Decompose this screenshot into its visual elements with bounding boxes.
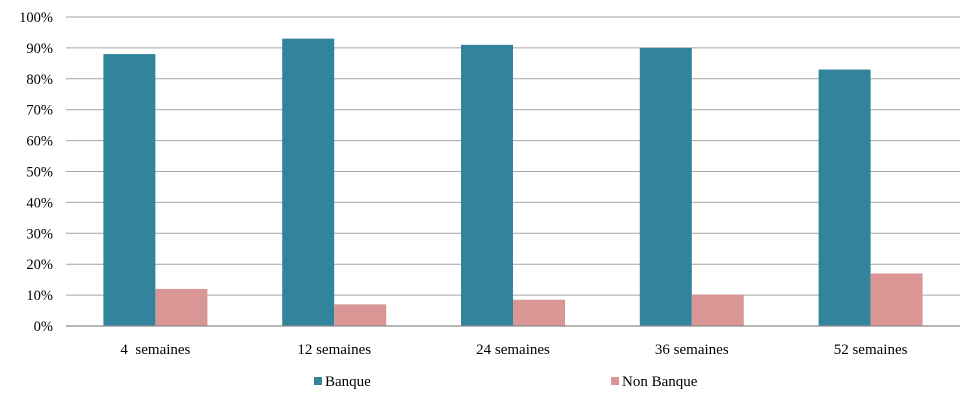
bar-banque bbox=[639, 47, 692, 327]
bar-banque bbox=[282, 38, 335, 326]
x-axis-tick-labels: 4 semaines 12 semaines 24 semaines 36 semai… bbox=[120, 342, 907, 358]
legend-swatch bbox=[314, 377, 322, 385]
x-tick-label: 24 semaines bbox=[476, 342, 550, 358]
x-tick-label: 36 semaines bbox=[655, 342, 729, 358]
bar-banque bbox=[818, 69, 871, 326]
y-tick-label: 20% bbox=[26, 257, 53, 273]
bar-banque bbox=[103, 54, 156, 327]
y-tick-label: 0% bbox=[34, 319, 53, 335]
legend-label: Non Banque bbox=[622, 374, 698, 390]
legend-swatch bbox=[611, 377, 619, 385]
y-tick-label: 90% bbox=[26, 41, 53, 57]
legend: Banque Non Banque bbox=[314, 374, 698, 390]
y-axis-tick-labels: 0% 10% 20% 30% 40% 50% 60% 70% 80% 90% 100% bbox=[19, 10, 53, 335]
legend-item: Banque bbox=[314, 374, 371, 390]
y-tick-label: 60% bbox=[26, 134, 53, 150]
y-tick-label: 10% bbox=[26, 288, 53, 304]
y-tick-label: 40% bbox=[26, 195, 53, 211]
bar-non-banque bbox=[334, 304, 387, 326]
x-tick-label: 4 semaines bbox=[120, 342, 190, 358]
y-tick-label: 100% bbox=[19, 10, 53, 26]
x-tick-label: 12 semaines bbox=[297, 342, 371, 358]
y-tick-label: 80% bbox=[26, 72, 53, 88]
y-tick-label: 70% bbox=[26, 103, 53, 119]
y-tick-label: 30% bbox=[26, 226, 53, 242]
x-tick-label: 52 semaines bbox=[834, 342, 908, 358]
legend-label: Banque bbox=[325, 374, 371, 390]
bars bbox=[103, 38, 923, 327]
bar-non-banque bbox=[513, 299, 565, 326]
legend-item: Non Banque bbox=[611, 374, 698, 390]
y-tick-label: 50% bbox=[26, 165, 53, 181]
bar-non-banque bbox=[691, 294, 744, 326]
bar-banque bbox=[461, 44, 513, 327]
bar-non-banque bbox=[870, 273, 923, 326]
bar-non-banque bbox=[155, 288, 208, 326]
